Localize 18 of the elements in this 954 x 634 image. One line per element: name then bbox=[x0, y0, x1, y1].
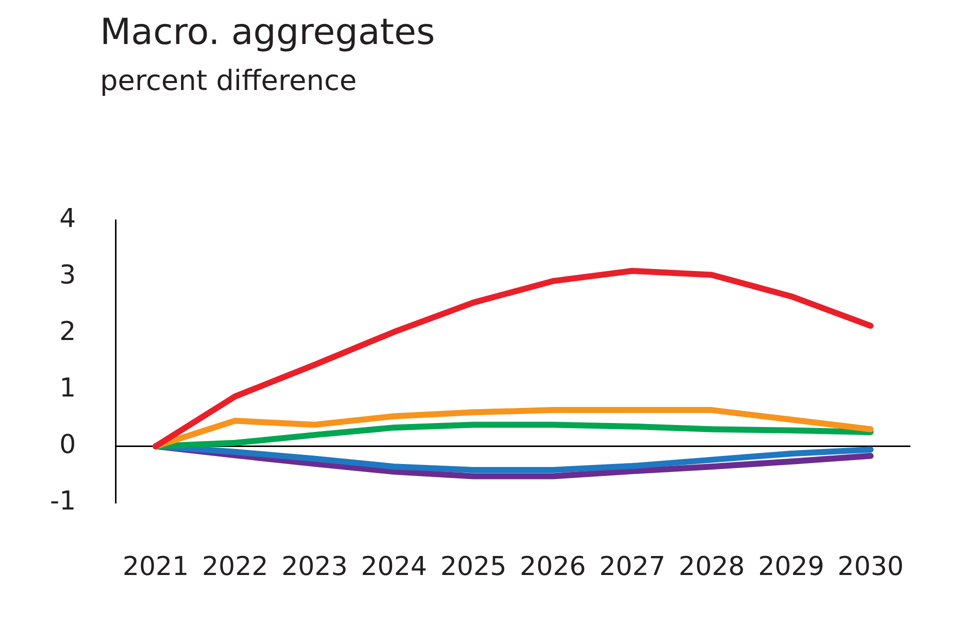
y-tick-label: 4 bbox=[59, 204, 76, 234]
x-tick-label: 2028 bbox=[678, 552, 745, 582]
chart-subtitle: percent difference bbox=[100, 64, 357, 97]
y-tick-label: -1 bbox=[50, 486, 76, 517]
chart-title: Macro. aggregates bbox=[100, 12, 436, 53]
x-tick-label: 2021 bbox=[122, 552, 189, 582]
y-tick-label: 1 bbox=[59, 373, 76, 404]
x-tick-label: 2030 bbox=[838, 552, 904, 582]
x-tick-label: 2026 bbox=[520, 552, 586, 582]
x-tick-label: 2023 bbox=[281, 552, 348, 582]
y-tick-label: 2 bbox=[59, 316, 76, 347]
x-tick-label: 2022 bbox=[202, 552, 268, 582]
x-tick-label: 2024 bbox=[360, 552, 428, 582]
x-tick-label: 2025 bbox=[440, 552, 506, 582]
y-tick-label: 3 bbox=[59, 260, 76, 290]
x-tick-label: 2029 bbox=[758, 552, 824, 582]
x-tick-label: 2027 bbox=[599, 552, 666, 582]
y-tick-label: 0 bbox=[59, 430, 76, 460]
